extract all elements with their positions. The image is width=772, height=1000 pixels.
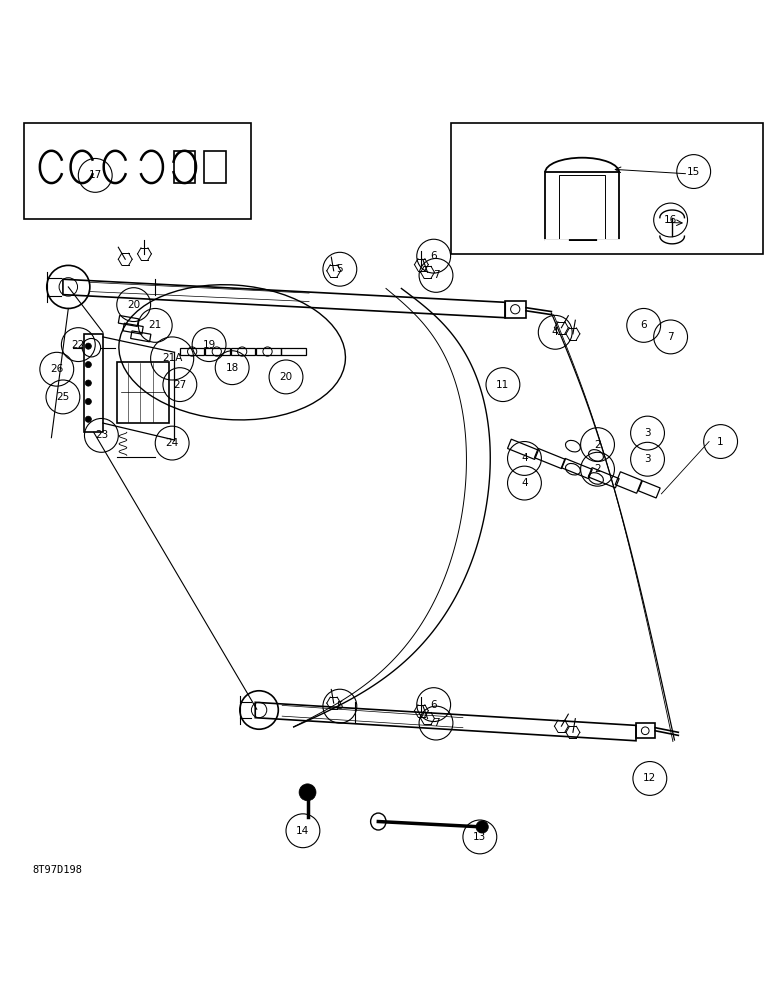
Text: 4: 4 bbox=[521, 453, 528, 463]
Text: 19: 19 bbox=[202, 340, 215, 350]
Text: 17: 17 bbox=[89, 170, 102, 180]
Text: 15: 15 bbox=[687, 167, 700, 177]
Text: 5: 5 bbox=[337, 701, 344, 711]
Bar bbox=[117, 362, 169, 423]
Bar bbox=[84, 334, 103, 432]
Text: 7: 7 bbox=[432, 718, 439, 728]
Circle shape bbox=[85, 380, 91, 386]
Text: 11: 11 bbox=[496, 380, 510, 390]
Text: 6: 6 bbox=[430, 251, 437, 261]
Bar bbox=[174, 151, 195, 183]
Bar bbox=[545, 172, 619, 240]
Text: 7: 7 bbox=[432, 270, 439, 280]
Bar bbox=[505, 301, 526, 318]
Text: 23: 23 bbox=[95, 430, 108, 440]
Bar bbox=[559, 175, 605, 240]
Bar bbox=[452, 123, 763, 254]
Circle shape bbox=[85, 398, 91, 405]
Text: 20: 20 bbox=[279, 372, 293, 382]
Text: 21A: 21A bbox=[162, 353, 182, 363]
Text: 8T97D198: 8T97D198 bbox=[32, 865, 82, 875]
Bar bbox=[636, 723, 655, 738]
Text: 27: 27 bbox=[173, 380, 187, 390]
Text: 3: 3 bbox=[644, 428, 651, 438]
Text: 21: 21 bbox=[148, 320, 162, 330]
Text: 18: 18 bbox=[225, 363, 239, 373]
Text: 6: 6 bbox=[641, 320, 647, 330]
Text: 24: 24 bbox=[165, 438, 179, 448]
Text: 25: 25 bbox=[56, 392, 69, 402]
Circle shape bbox=[85, 416, 91, 422]
Text: 1: 1 bbox=[717, 437, 724, 447]
Circle shape bbox=[476, 821, 489, 833]
Text: 2: 2 bbox=[594, 440, 601, 450]
Bar bbox=[205, 151, 226, 183]
Text: 26: 26 bbox=[50, 364, 63, 374]
Text: 14: 14 bbox=[296, 826, 310, 836]
Text: 16: 16 bbox=[664, 215, 677, 225]
Text: 13: 13 bbox=[473, 832, 486, 842]
Text: 4: 4 bbox=[552, 327, 558, 337]
Text: 2: 2 bbox=[594, 464, 601, 474]
Text: 20: 20 bbox=[127, 300, 141, 310]
Circle shape bbox=[85, 362, 91, 368]
Text: 6: 6 bbox=[430, 700, 437, 710]
Circle shape bbox=[85, 343, 91, 349]
Text: 12: 12 bbox=[643, 773, 656, 783]
Text: 4: 4 bbox=[521, 478, 528, 488]
Text: 3: 3 bbox=[644, 454, 651, 464]
Bar bbox=[25, 123, 252, 219]
Text: 22: 22 bbox=[72, 340, 85, 350]
Text: 7: 7 bbox=[667, 332, 674, 342]
Text: 5: 5 bbox=[337, 264, 344, 274]
Circle shape bbox=[299, 784, 316, 801]
